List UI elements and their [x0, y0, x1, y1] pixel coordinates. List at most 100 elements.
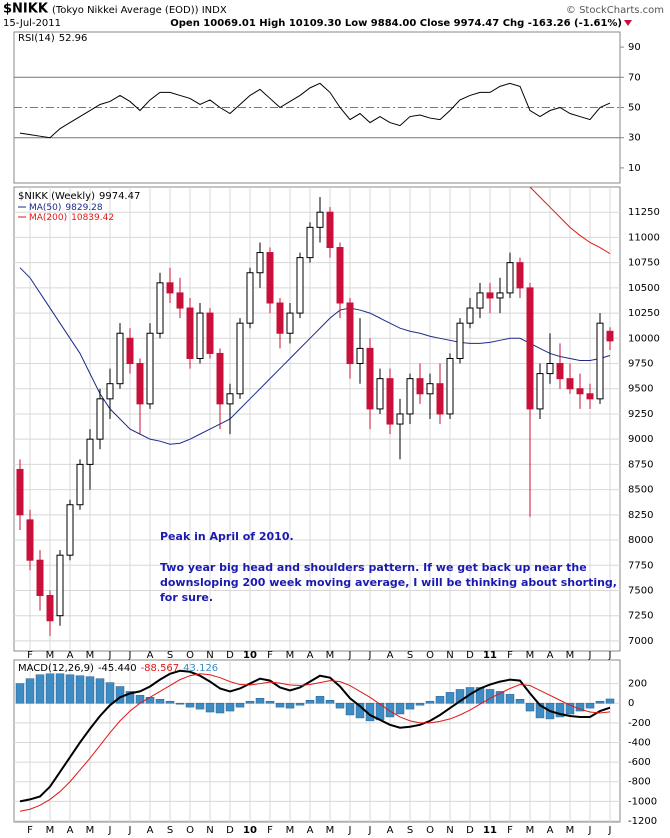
candle-body — [566, 378, 574, 390]
histogram-bar — [495, 691, 505, 704]
y-tick-label: 7750 — [628, 560, 653, 571]
y-tick-label: 7250 — [628, 611, 653, 622]
x-tick-label: M — [46, 825, 55, 836]
candle-body — [346, 302, 354, 365]
candle-body — [146, 332, 154, 405]
candle-body — [406, 378, 414, 415]
x-tick-label: M — [86, 650, 95, 661]
candle-body — [86, 438, 94, 465]
histogram-bar — [35, 674, 45, 704]
candle-body — [156, 282, 164, 334]
histogram-bar — [525, 702, 535, 712]
x-tick-label: M — [286, 825, 295, 836]
histogram-bar — [255, 698, 265, 704]
histogram-bar — [535, 702, 545, 719]
legend-name: $NIKK (Weekly) — [18, 191, 95, 202]
histogram-bar — [305, 700, 315, 704]
x-tick-label: M — [526, 650, 535, 661]
candle-body — [206, 312, 214, 354]
x-tick-label: A — [307, 825, 314, 836]
candle-body — [296, 257, 304, 314]
candle-body — [376, 378, 384, 410]
legend-value: 9829.28 — [65, 203, 102, 213]
date: 15-Jul-2011 — [3, 18, 61, 29]
y-tick-label: 10500 — [628, 283, 660, 294]
candle-body — [136, 363, 144, 405]
candle-body — [546, 363, 554, 375]
legend-entry: $NIKK (Weekly) 9974.47 — [18, 191, 140, 202]
y-tick-label: 200 — [628, 679, 647, 690]
y-tick-label: 8000 — [628, 535, 653, 546]
y-tick-label: -400 — [628, 737, 651, 748]
histogram-bar — [265, 700, 275, 704]
y-tick-label: 10 — [628, 163, 641, 174]
candle-body — [126, 337, 134, 365]
histogram-bar — [145, 697, 155, 704]
x-tick-label: S — [407, 825, 413, 836]
candle-body — [526, 287, 534, 410]
x-tick-label: J — [348, 650, 352, 661]
x-tick-label: F — [27, 825, 33, 836]
candle-body — [266, 252, 274, 304]
histogram-bar — [75, 675, 85, 704]
legend-entry: MA(200) 10839.42 — [29, 213, 114, 223]
y-tick-label: 11250 — [628, 207, 660, 218]
legend-entry: MA(50) 9829.28 — [29, 203, 103, 213]
candle-body — [106, 383, 114, 400]
annotation: Peak in April of 2010. — [160, 530, 294, 543]
candle-body — [466, 307, 474, 324]
histogram-bar — [405, 702, 415, 710]
candle-body — [236, 322, 244, 395]
x-tick-label: J — [608, 825, 612, 836]
histogram-bar — [395, 702, 405, 715]
annotation: Two year big head and shoulders pattern.… — [160, 561, 587, 574]
histogram-bar — [285, 702, 295, 709]
candle-body — [356, 347, 364, 365]
histogram-bar — [605, 698, 615, 704]
x-tick-label: F — [267, 825, 273, 836]
x-tick-label: A — [147, 650, 154, 661]
candle-body — [486, 292, 494, 299]
candle-body — [536, 373, 544, 410]
histogram-bar — [25, 678, 35, 704]
candle-body — [326, 211, 334, 249]
x-tick-label: J — [368, 825, 372, 836]
legend-value: 9974.47 — [99, 191, 140, 202]
histogram-bar — [335, 702, 345, 709]
y-tick-label: 10750 — [628, 258, 660, 269]
x-tick-label: A — [67, 825, 74, 836]
quote: Open 10069.01 High 10109.30 Low 9884.00 … — [170, 18, 622, 29]
y-tick-label: 30 — [628, 133, 641, 144]
legend-value: -88.567 — [141, 663, 180, 674]
y-tick-label: -1000 — [628, 796, 657, 807]
description: (Tokyo Nikkei Average (EOD)) INDX — [52, 5, 227, 16]
panel-frame — [13, 659, 621, 823]
candle-body — [496, 292, 504, 299]
histogram-bar — [165, 700, 175, 704]
macd-line — [19, 669, 611, 803]
histogram-bar — [175, 702, 185, 705]
candle-body — [596, 322, 604, 400]
histogram-bar — [515, 699, 525, 704]
candle-body — [216, 352, 224, 405]
x-tick-label: M — [86, 825, 95, 836]
y-tick-label: 9750 — [628, 359, 653, 370]
histogram-bar — [105, 682, 115, 704]
histogram-bar — [65, 674, 75, 704]
rsi-line — [19, 82, 611, 139]
y-tick-label: 7500 — [628, 585, 653, 596]
candle-body — [416, 378, 424, 395]
moving-average — [529, 186, 611, 255]
histogram-bar — [85, 676, 95, 704]
x-tick-label: N — [206, 650, 213, 661]
y-tick-label: 7000 — [628, 636, 653, 647]
candle-body — [336, 247, 344, 304]
candle-body — [56, 554, 64, 617]
x-tick-label: O — [186, 825, 194, 836]
candle-body — [46, 595, 54, 622]
y-tick-label: 90 — [628, 42, 641, 53]
candle-body — [446, 357, 454, 415]
x-tick-label: D — [466, 650, 474, 661]
